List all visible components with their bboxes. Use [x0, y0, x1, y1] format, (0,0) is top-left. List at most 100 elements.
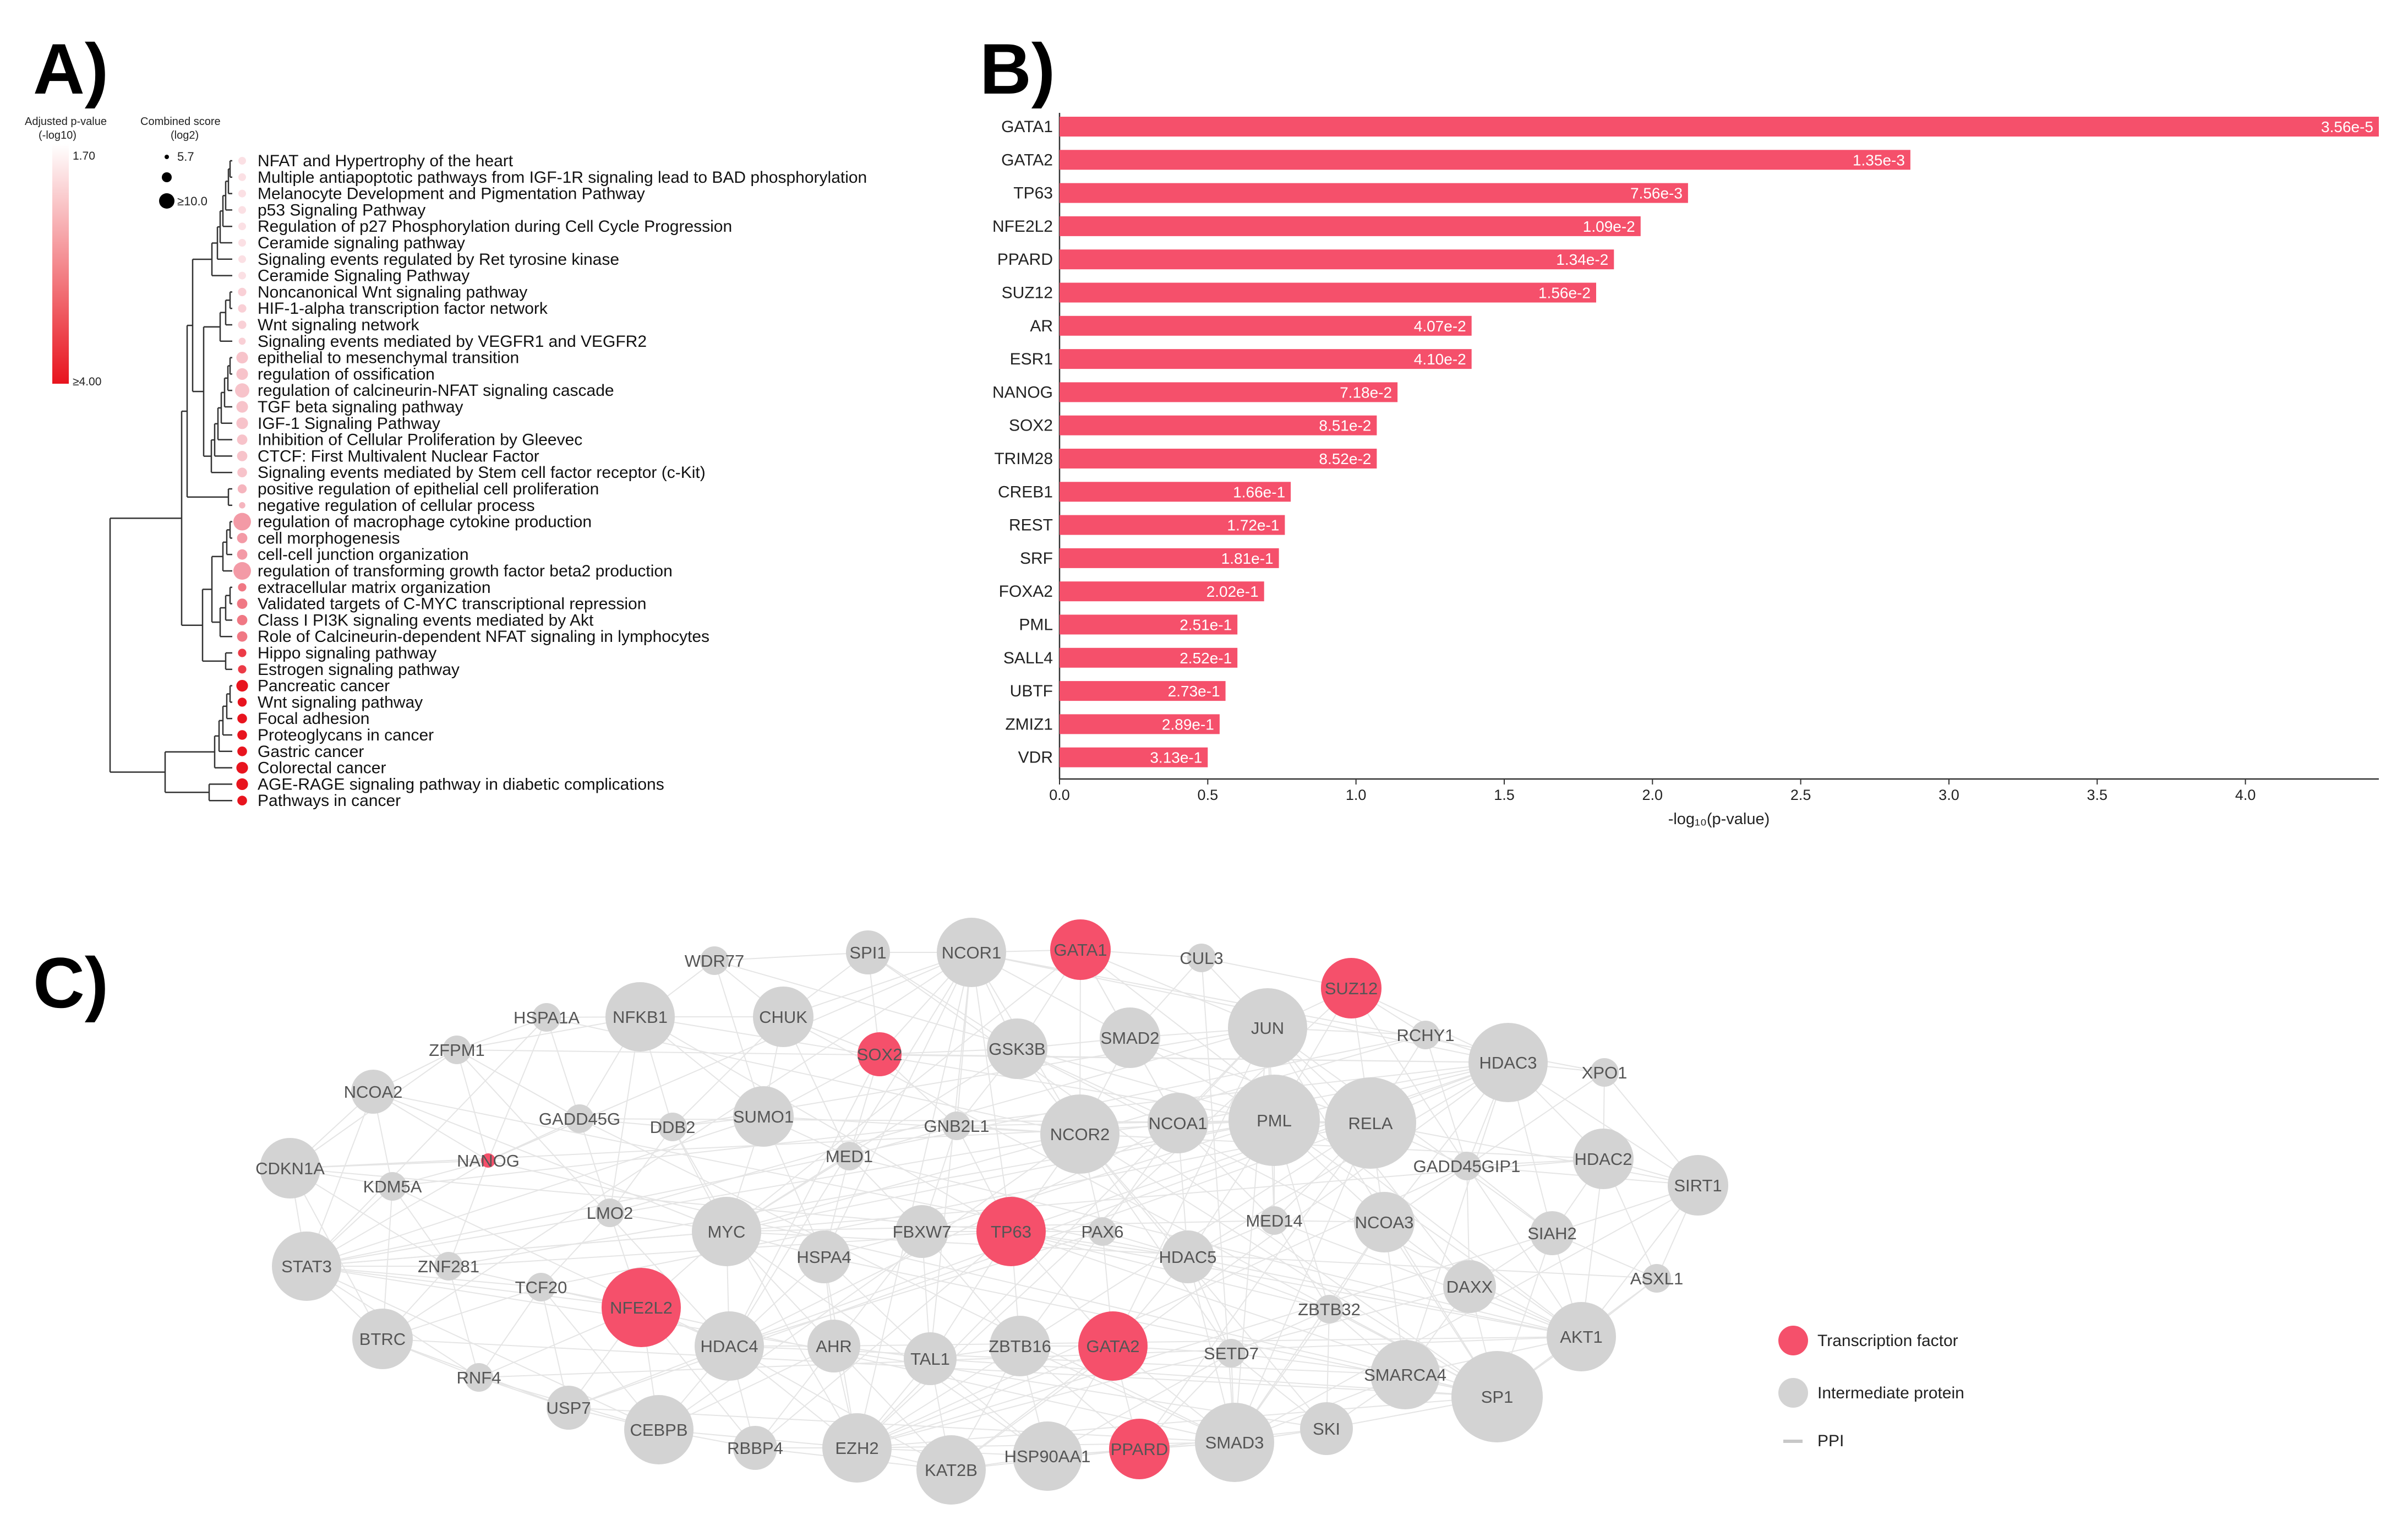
- pathway-label: epithelial to mesenchymal transition: [258, 349, 519, 367]
- bar: [1060, 449, 1377, 468]
- node-label: TAL1: [910, 1349, 950, 1369]
- tf-node: [1109, 1419, 1170, 1479]
- pathway-label: TGF beta signaling pathway: [258, 398, 463, 416]
- protein-node: [1217, 1339, 1246, 1368]
- protein-node: [733, 1426, 777, 1470]
- protein-node: [1228, 1075, 1320, 1166]
- node-label: HSPA4: [796, 1247, 851, 1267]
- bar-category-label: PML: [1019, 616, 1053, 634]
- bar-value-label: 7.18e-2: [1340, 384, 1392, 401]
- protein-node: [896, 1205, 948, 1258]
- pathway-dot: [238, 173, 246, 181]
- pathway-label: regulation of transforming growth factor…: [258, 562, 673, 580]
- pathway-dot: [238, 337, 246, 345]
- pathway-dot: [237, 698, 247, 707]
- node-label: WDR77: [685, 951, 745, 971]
- pathway-label: cell-cell junction organization: [258, 546, 469, 564]
- tf-node: [858, 1032, 902, 1076]
- ppi-edge: [640, 1016, 1012, 1232]
- node-label: SIRT1: [1674, 1176, 1722, 1195]
- panel-b-label: B): [980, 29, 1055, 109]
- bar: [1060, 315, 1472, 336]
- pathway-dot: [236, 762, 248, 774]
- bar: [1060, 482, 1291, 502]
- ppi-edge: [373, 1091, 1582, 1337]
- node-label: PAX6: [1082, 1222, 1124, 1241]
- node-label: NFKB1: [613, 1007, 668, 1027]
- node-label: NFE2L2: [610, 1298, 673, 1317]
- pathway-label: Signaling events mediated by VEGFR1 and …: [258, 333, 647, 351]
- node-label: DDB2: [650, 1118, 696, 1137]
- pathway-dot: [238, 320, 247, 329]
- ppi-edge: [763, 1116, 1080, 1135]
- protein-node: [1443, 1260, 1496, 1313]
- ppi-edge: [382, 952, 972, 1339]
- bar-value-label: 2.73e-1: [1168, 683, 1220, 700]
- protein-node: [527, 1273, 555, 1301]
- bar: [1060, 647, 1238, 668]
- node-label: GADD45GIP1: [1413, 1157, 1521, 1176]
- node-label: HDAC2: [1574, 1149, 1632, 1169]
- node-label: MED1: [826, 1147, 873, 1166]
- pathway-label: AGE-RAGE signaling pathway in diabetic c…: [258, 775, 664, 793]
- pathway-dot: [236, 680, 248, 692]
- legend-tf-swatch: [1778, 1326, 1808, 1355]
- node-label: GADD45G: [539, 1109, 620, 1129]
- protein-node: [1547, 1302, 1616, 1371]
- node-label: NANOG: [457, 1151, 520, 1170]
- bar-category-label: ESR1: [1010, 350, 1053, 368]
- node-label: PML: [1257, 1111, 1292, 1130]
- bar: [1060, 515, 1285, 535]
- ppi-edge: [1370, 1123, 1699, 1186]
- protein-node: [272, 1232, 341, 1301]
- size-legend-small-dot: [165, 155, 169, 159]
- bar-category-label: TP63: [1013, 184, 1053, 203]
- protein-node: [835, 1142, 864, 1170]
- bar-value-label: 1.35e-3: [1853, 151, 1905, 168]
- pathway-dot: [237, 713, 247, 723]
- pathway-label: Estrogen signaling pathway: [258, 661, 460, 679]
- protein-node: [1411, 1021, 1440, 1049]
- node-label: GATA2: [1086, 1337, 1139, 1356]
- bar-category-label: GATA1: [1001, 118, 1053, 136]
- color-legend-title: Adjusted p-value: [25, 116, 107, 128]
- protein-node: [465, 1363, 493, 1392]
- pathway-label: Regulation of p27 Phosphorylation during…: [258, 217, 732, 236]
- ppi-edge: [290, 1168, 1012, 1232]
- node-label: RCHY1: [1396, 1026, 1454, 1045]
- protein-node: [987, 1018, 1047, 1079]
- bar-value-label: 1.09e-2: [1583, 218, 1635, 235]
- bar-value-label: 4.10e-2: [1414, 351, 1466, 368]
- pathway-dot: [238, 222, 246, 231]
- bar-value-label: 3.13e-1: [1150, 749, 1202, 766]
- pathway-dot: [238, 649, 247, 657]
- tf-node: [481, 1153, 495, 1168]
- size-legend-title: Combined score: [140, 116, 221, 128]
- pathway-dot: [238, 189, 246, 198]
- node-label: SIAH2: [1527, 1224, 1577, 1243]
- node-label: GNB2L1: [924, 1116, 990, 1136]
- ppi-edge: [726, 1231, 1048, 1457]
- tf-node: [1321, 958, 1382, 1018]
- protein-node: [904, 1332, 957, 1385]
- size-legend-subtitle: (log2): [171, 129, 199, 141]
- node-label: RELA: [1348, 1114, 1393, 1133]
- ppi-edge: [971, 952, 1012, 1232]
- size-legend-medium-dot: [162, 172, 172, 182]
- pathway-label: Proteoglycans in cancer: [258, 726, 434, 744]
- node-label: SP1: [1481, 1387, 1514, 1407]
- node-label: ZFPM1: [429, 1040, 485, 1060]
- pathway-dot: [237, 796, 247, 805]
- bar: [1060, 382, 1398, 402]
- ppi-edge: [306, 1034, 1426, 1267]
- bar-category-label: SALL4: [1003, 649, 1053, 667]
- ppi-edge: [867, 952, 1498, 1397]
- protein-node: [1148, 1093, 1208, 1153]
- protein-node: [1468, 1023, 1548, 1102]
- legend-ppi-label: PPI: [1817, 1432, 1844, 1450]
- ppi-edge: [856, 952, 972, 1448]
- node-label: ZNF281: [418, 1257, 479, 1276]
- ppi-edge: [729, 1054, 880, 1347]
- pathway-label: Focal adhesion: [258, 710, 369, 728]
- bar: [1060, 415, 1377, 435]
